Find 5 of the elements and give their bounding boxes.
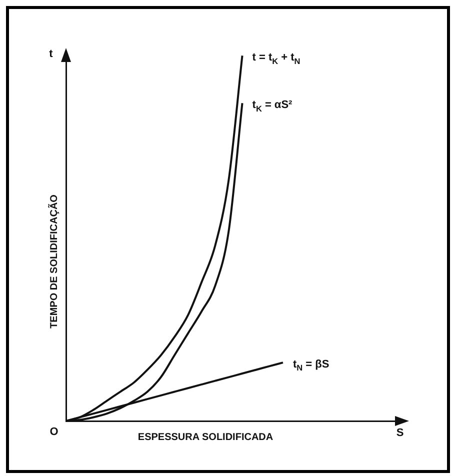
x-axis-title: ESPESSURA SOLIDIFICADA — [138, 432, 274, 443]
text: O — [50, 426, 59, 438]
text: S — [396, 427, 404, 440]
y-axis-title: TEMPO DE SOLIDIFICAÇÃO — [48, 194, 60, 328]
text: t — [49, 48, 54, 60]
